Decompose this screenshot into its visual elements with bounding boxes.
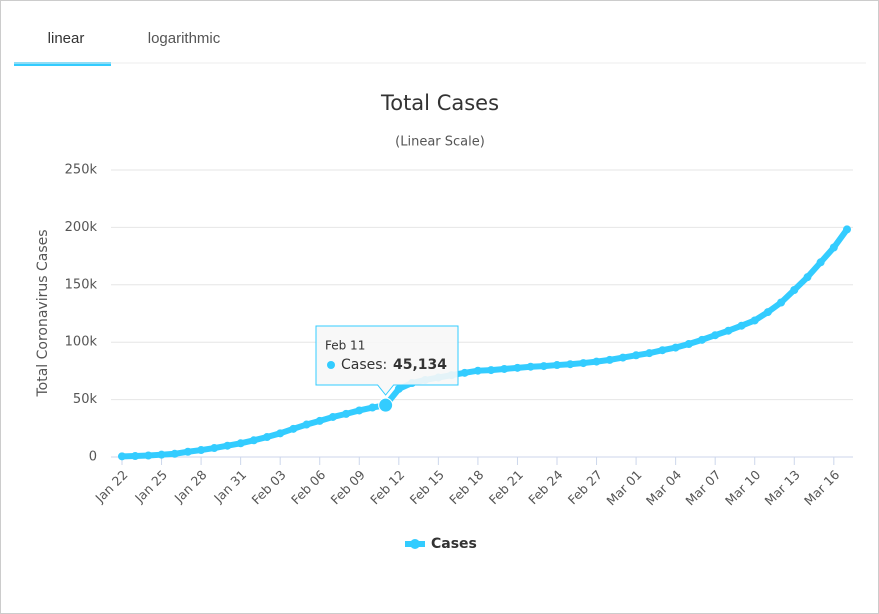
tooltip-title: Feb 11	[325, 339, 365, 353]
point	[737, 321, 746, 330]
point	[777, 298, 786, 307]
point	[698, 335, 706, 344]
point	[618, 353, 627, 362]
point	[473, 366, 482, 375]
point	[592, 357, 601, 366]
y-tick-label: 0	[89, 450, 97, 465]
chart-subtitle: (Linear Scale)	[395, 135, 485, 150]
x-tick-label: Mar 10	[722, 467, 763, 508]
point	[249, 436, 258, 445]
tab-logarithmic[interactable]: logarithmic	[148, 30, 221, 47]
series-line	[121, 227, 850, 460]
point	[342, 409, 351, 418]
tab-linear[interactable]: linear	[48, 30, 85, 47]
point	[724, 326, 733, 335]
point	[197, 446, 206, 455]
point	[579, 359, 588, 368]
chart-title: Total Cases	[380, 91, 499, 115]
point	[487, 366, 496, 375]
point	[131, 452, 140, 461]
point	[645, 349, 654, 358]
x-tick-label: Feb 21	[486, 467, 526, 507]
y-tick-label: 50k	[73, 392, 98, 407]
point	[170, 449, 179, 458]
point	[526, 362, 535, 371]
point	[355, 406, 364, 415]
x-tick-label: Feb 06	[288, 467, 328, 507]
x-tick-label: Mar 04	[643, 467, 684, 508]
tooltip-box	[315, 325, 459, 396]
tooltip-dot	[327, 361, 335, 369]
y-axis-title: Total Coronavirus Cases	[35, 229, 51, 397]
point	[315, 416, 324, 425]
point	[368, 403, 377, 412]
point	[157, 450, 166, 459]
point	[276, 429, 285, 438]
x-tick-label: Feb 12	[367, 467, 407, 507]
x-tick-label: Feb 18	[446, 467, 486, 507]
x-tick-label: Feb 09	[328, 467, 368, 507]
x-tick-label: Jan 31	[210, 467, 249, 506]
point	[671, 343, 680, 352]
y-tick-label: 100k	[65, 335, 98, 350]
point	[263, 433, 271, 442]
y-tick-label: 250k	[65, 163, 98, 178]
y-tick-label: 150k	[65, 277, 98, 292]
hover-point	[378, 397, 394, 413]
point	[500, 364, 509, 373]
point	[210, 444, 219, 453]
tooltip-value: 45,134	[393, 357, 447, 373]
x-tick-label: Jan 28	[171, 467, 210, 506]
point	[790, 285, 799, 294]
point	[605, 355, 614, 364]
x-tick-label: Jan 22	[92, 467, 131, 506]
x-tick-label: Mar 07	[682, 467, 723, 508]
point	[236, 439, 245, 448]
point	[803, 273, 812, 282]
point	[566, 360, 575, 369]
x-tick-label: Feb 27	[565, 467, 605, 507]
point	[328, 412, 337, 421]
tooltip-label: Cases:	[341, 357, 387, 373]
point	[711, 331, 720, 340]
point	[302, 420, 311, 429]
point	[539, 362, 548, 371]
legend-symbol	[410, 539, 420, 549]
x-tick-label: Mar 01	[603, 467, 644, 508]
point	[460, 368, 469, 377]
point	[289, 424, 298, 433]
point	[223, 441, 232, 450]
point	[816, 258, 825, 267]
x-tick-label: Jan 25	[131, 467, 170, 506]
x-tick-label: Mar 16	[801, 467, 842, 508]
x-tick-label: Mar 13	[762, 467, 803, 508]
point	[118, 452, 126, 461]
point	[843, 225, 851, 234]
y-tick-label: 200k	[65, 220, 98, 235]
point	[513, 363, 522, 372]
point	[750, 316, 759, 325]
tab-indicator	[14, 62, 111, 66]
point	[183, 447, 192, 456]
x-tick-label: Feb 03	[248, 467, 288, 507]
point	[394, 384, 403, 393]
legend-label: Cases	[431, 536, 477, 552]
point	[658, 346, 667, 355]
point	[763, 308, 772, 317]
point	[553, 361, 561, 370]
x-tick-label: Feb 24	[525, 467, 565, 507]
x-tick-label: Feb 15	[407, 467, 447, 507]
point	[144, 451, 153, 460]
point	[684, 340, 693, 349]
point	[632, 351, 641, 360]
point	[829, 243, 838, 252]
